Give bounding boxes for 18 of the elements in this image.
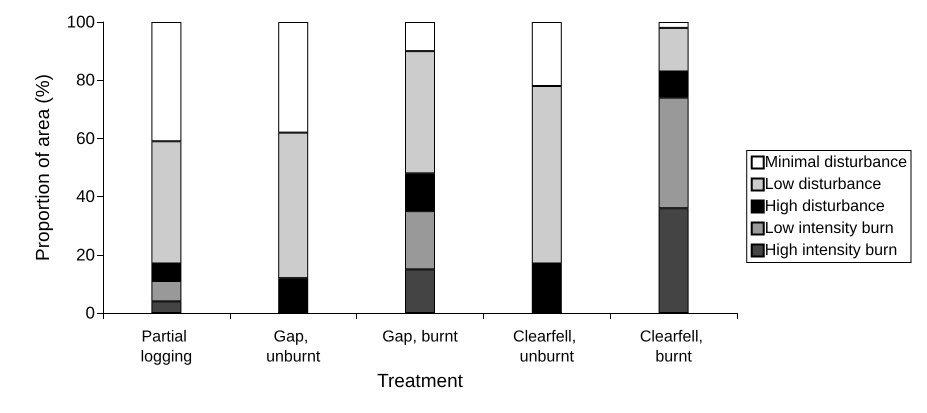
y-axis-title: Proportion of area (%) [33,74,54,261]
y-tick-label: 40 [76,187,95,206]
legend-label: Low intensity burn [764,220,894,237]
x-tick-label: Partial logging [140,328,192,366]
y-tick-label: 100 [66,12,95,32]
legend-label: High disturbance [764,198,885,215]
x-tick-label: Gap, unburnt [266,328,321,366]
y-tick-label: 80 [76,70,95,90]
y-tick-label: 20 [76,245,95,264]
x-tick-label: Gap, burnt [382,328,458,346]
y-tick-label: 0 [86,304,95,322]
y-tick-label: 60 [76,128,95,148]
x-tick-label: Clearfell, burnt [640,328,708,366]
legend-label: Low disturbance [764,176,882,193]
legend-label: Minimal disturbance [764,154,908,171]
x-axis-title: Treatment [377,370,464,392]
x-tick-label: Clearfell, unburnt [513,328,581,366]
legend-label: High intensity burn [764,242,898,259]
